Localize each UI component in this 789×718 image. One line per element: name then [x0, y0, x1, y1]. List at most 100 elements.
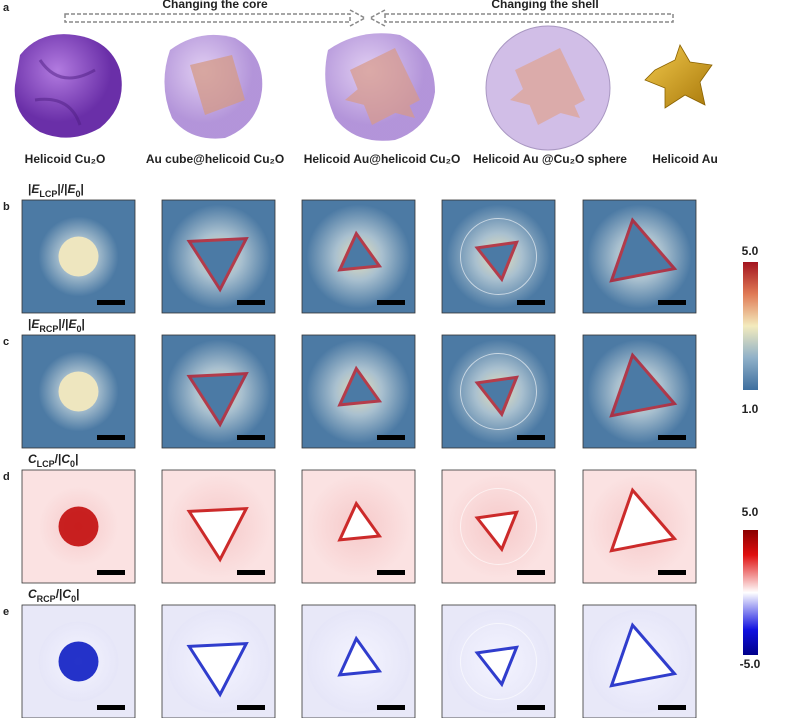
- delimiter: /|: [56, 587, 63, 601]
- core-shape: [191, 510, 244, 557]
- subscript: 0: [76, 324, 81, 334]
- subscript: RCP: [39, 324, 58, 334]
- delimiter: |: [28, 317, 31, 331]
- core-shape: [613, 493, 672, 549]
- field-map: [161, 469, 276, 584]
- row-title: |ELCP|/|E0|: [28, 182, 84, 199]
- delimiter: |/|: [57, 182, 67, 196]
- colorbar: [743, 530, 758, 655]
- symbol: E: [68, 317, 77, 331]
- field-map: [21, 604, 136, 718]
- particle-caption: Au cube@helicoid Cu₂O: [146, 152, 284, 166]
- core-shape: [191, 645, 244, 692]
- field-map: [21, 469, 136, 584]
- field-map: [161, 199, 276, 314]
- particle-sphere: [485, 25, 611, 151]
- scale-bar: [97, 570, 125, 575]
- shell-outline: [460, 218, 537, 295]
- core-shape: [58, 641, 99, 682]
- field-map: [441, 469, 556, 584]
- field-map: [582, 199, 697, 314]
- arrow-head: [368, 9, 386, 27]
- scale-bar: [97, 435, 125, 440]
- arrow-core: [64, 9, 674, 27]
- field-map: [161, 334, 276, 449]
- delimiter: |: [28, 182, 31, 196]
- core-shape: [479, 379, 515, 412]
- scale-bar: [517, 570, 545, 575]
- delimiter: |: [80, 182, 83, 196]
- scale-bar: [377, 435, 405, 440]
- field-map: [161, 604, 276, 718]
- field-map: [441, 604, 556, 718]
- arrow-label: Changing the shell: [491, 0, 598, 11]
- colorbar: [743, 262, 758, 390]
- scale-bar: [658, 300, 686, 305]
- colorbar-min: 1.0: [742, 402, 759, 416]
- field-map: [301, 604, 416, 718]
- colorbar-max: 5.0: [742, 244, 759, 258]
- core-shape: [479, 514, 515, 547]
- core-shape: [191, 375, 244, 422]
- colorbar-max: 5.0: [742, 505, 759, 519]
- particle-shape: [644, 44, 713, 109]
- scale-bar: [658, 435, 686, 440]
- shell-outline: [460, 488, 537, 565]
- scale-bar: [517, 705, 545, 710]
- field-map: [301, 334, 416, 449]
- row-title: CRCP/|C0|: [28, 587, 79, 604]
- panel-label: d: [3, 471, 10, 483]
- scale-bar: [237, 705, 265, 710]
- subscript: 0: [71, 594, 76, 604]
- scale-bar: [237, 435, 265, 440]
- core-shape: [191, 240, 244, 287]
- symbol: C: [28, 452, 37, 466]
- delimiter: |/|: [58, 317, 68, 331]
- delimiter: |: [81, 317, 84, 331]
- arrow-body: [384, 13, 674, 23]
- core-shape: [613, 358, 672, 414]
- subscript: LCP: [39, 189, 57, 199]
- field-map: [441, 334, 556, 449]
- panel-label: e: [3, 606, 9, 618]
- arrow-head: [349, 9, 367, 27]
- particle-cube: [164, 34, 263, 139]
- particle-cu2o: [14, 34, 122, 138]
- core-shape: [613, 223, 672, 279]
- symbol: C: [62, 587, 71, 601]
- core-shape: [342, 371, 377, 404]
- panel-label: a: [3, 2, 10, 14]
- particle-caption: Helicoid Au: [652, 152, 718, 166]
- scale-bar: [97, 705, 125, 710]
- field-map: [582, 469, 697, 584]
- scale-bar: [517, 435, 545, 440]
- core-shape: [58, 506, 99, 547]
- panel-label: c: [3, 336, 9, 348]
- row-title: CLCP/|C0|: [28, 452, 78, 469]
- particle-core: [345, 48, 420, 125]
- scale-bar: [237, 570, 265, 575]
- scale-bar: [97, 300, 125, 305]
- particle-core: [510, 48, 585, 125]
- shell-outline: [460, 623, 537, 700]
- delimiter: /|: [55, 452, 62, 466]
- core-shape: [479, 244, 515, 277]
- scale-bar: [658, 570, 686, 575]
- particle-au: [644, 44, 713, 109]
- scale-bar: [658, 705, 686, 710]
- symbol: E: [31, 182, 40, 196]
- shell-outline: [460, 353, 537, 430]
- field-map: [21, 334, 136, 449]
- symbol: C: [28, 587, 37, 601]
- particle-caption: Helicoid Cu₂O: [25, 152, 106, 166]
- delimiter: |: [76, 587, 79, 601]
- core-shape: [479, 649, 515, 682]
- particle-shape: [14, 34, 122, 138]
- core-shape: [342, 506, 377, 539]
- subscript: RCP: [37, 594, 56, 604]
- scale-bar: [377, 705, 405, 710]
- particle-core: [190, 55, 245, 115]
- scale-bar: [377, 300, 405, 305]
- symbol: E: [31, 317, 40, 331]
